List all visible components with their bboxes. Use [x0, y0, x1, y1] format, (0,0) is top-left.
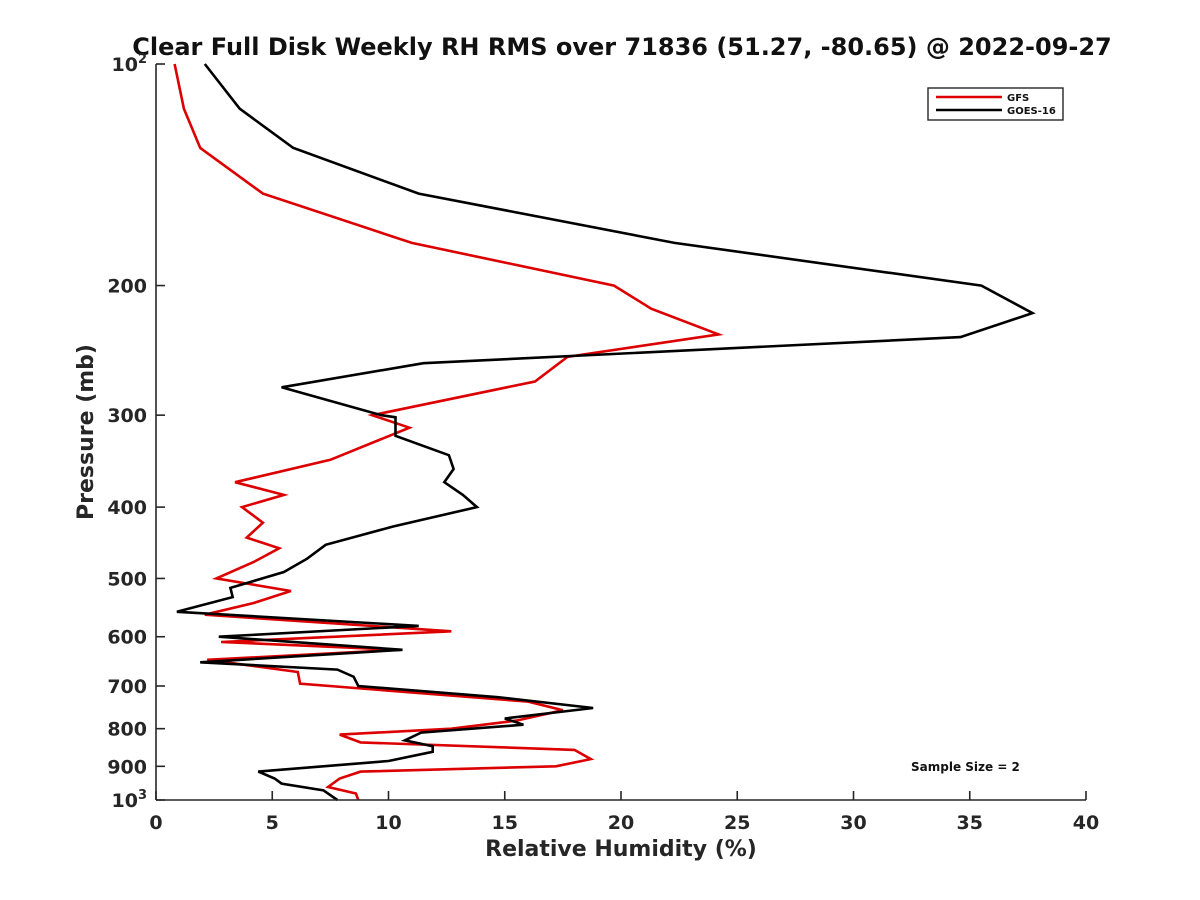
- y-tick-label: 103: [112, 788, 148, 812]
- x-tick-label: 5: [266, 812, 279, 834]
- y-tick-label: 900: [107, 756, 147, 778]
- x-ticks: 0 5 10 15 20 25 30 35 40: [149, 791, 1099, 834]
- sample-size-annotation: Sample Size = 2: [911, 760, 1020, 774]
- x-tick-label: 0: [149, 812, 162, 834]
- y-axis-label: Pressure (mb): [74, 344, 99, 520]
- series-line-goes16: [176, 63, 1036, 802]
- x-tick-label: 35: [957, 812, 983, 834]
- x-tick-label: 25: [724, 812, 750, 834]
- x-tick-label: 20: [608, 812, 634, 834]
- series-layer: [173, 63, 1036, 802]
- x-tick-label: 15: [492, 812, 518, 834]
- y-tick-label: 600: [107, 627, 147, 649]
- x-tick-label: 30: [840, 812, 866, 834]
- legend: GFS GOES-16: [927, 87, 1064, 121]
- axes-layer: [155, 64, 1086, 801]
- legend-box: [927, 87, 1064, 121]
- x-tick-label: 40: [1073, 812, 1099, 834]
- y-tick-label: 300: [107, 405, 147, 427]
- chart-title: Clear Full Disk Weekly RH RMS over 71836…: [132, 33, 1112, 61]
- legend-label-gfs: GFS: [1007, 93, 1029, 104]
- y-tick-label: 500: [107, 568, 147, 590]
- series-line-gfs: [173, 63, 724, 801]
- x-axis-label: Relative Humidity (%): [485, 837, 757, 862]
- x-tick-label: 10: [375, 812, 401, 834]
- y-tick-label: 200: [107, 276, 147, 298]
- y-tick-label: 400: [107, 497, 147, 519]
- y-tick-label: 102: [112, 52, 148, 76]
- legend-label-goes16: GOES-16: [1007, 106, 1056, 117]
- y-tick-label: 800: [107, 719, 147, 741]
- y-ticks: 102 200 300 400 500 600 700 800 900 103: [107, 52, 165, 812]
- y-tick-label: 700: [107, 676, 147, 698]
